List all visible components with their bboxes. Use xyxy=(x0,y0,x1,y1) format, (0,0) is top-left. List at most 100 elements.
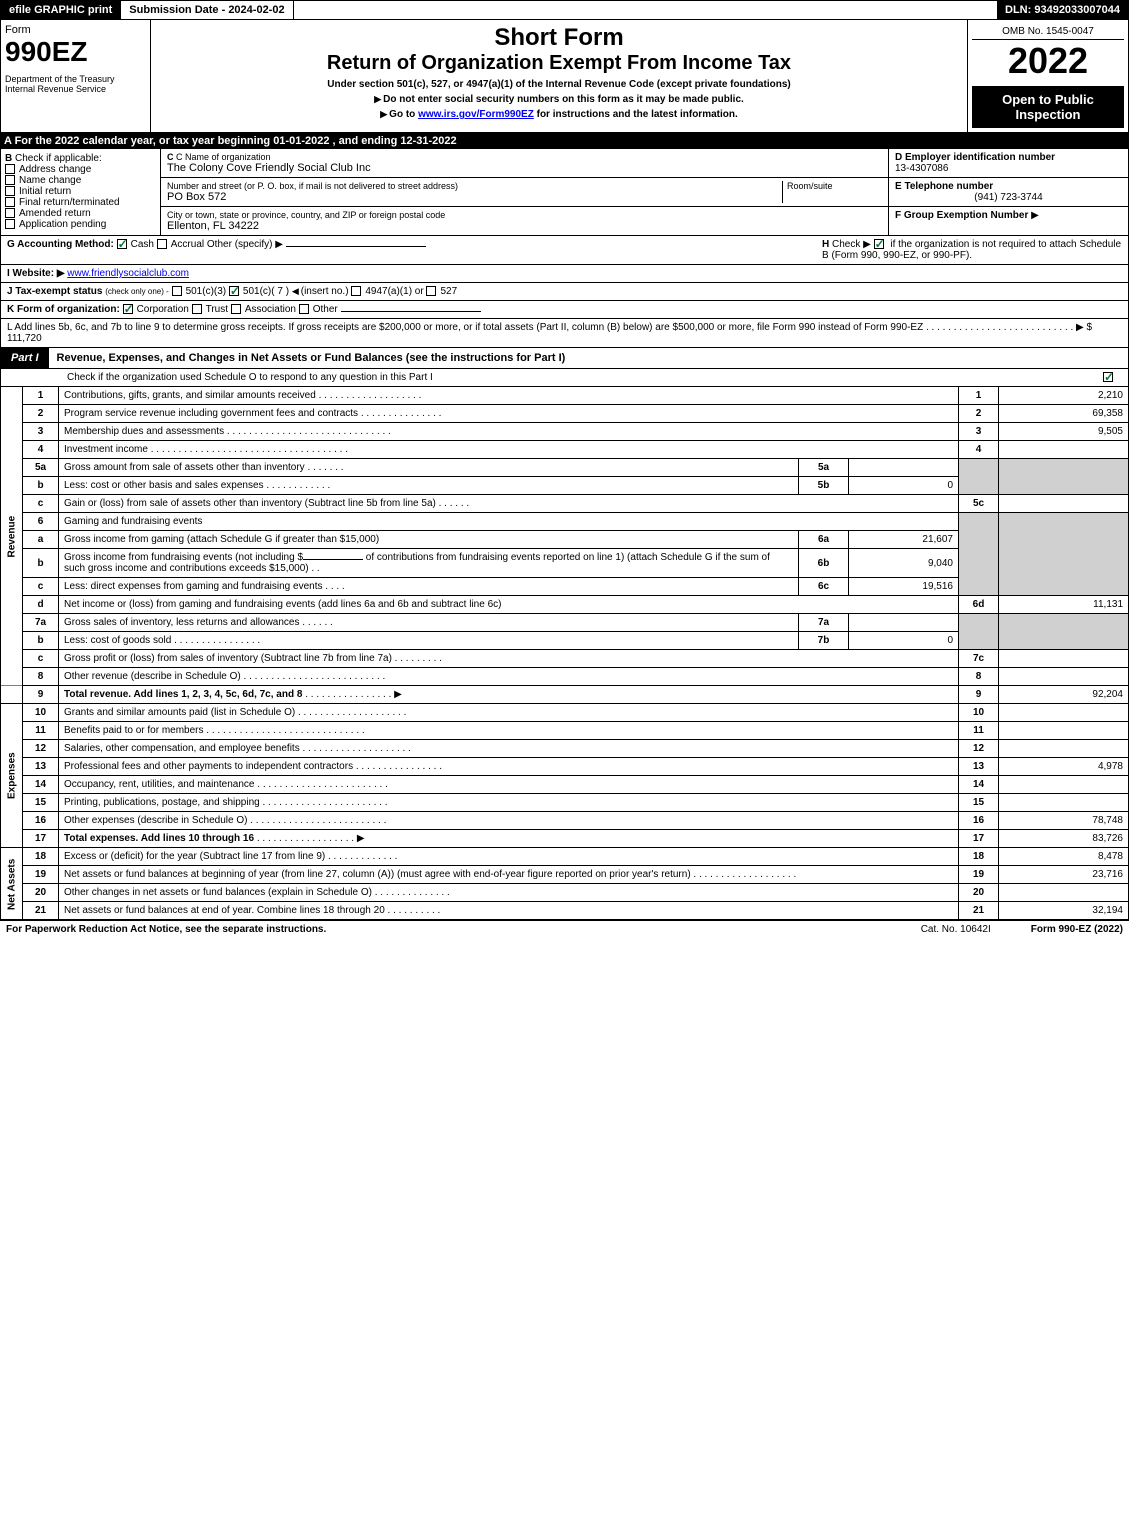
line-12-desc: Salaries, other compensation, and employ… xyxy=(64,743,300,754)
line-6b-subval: 9,040 xyxy=(849,549,959,578)
part1-check-text: Check if the organization used Schedule … xyxy=(7,372,1098,383)
footer-center: Cat. No. 10642I xyxy=(921,924,991,935)
footer-right-post: (2022) xyxy=(1091,924,1123,935)
checkbox-name-change[interactable] xyxy=(5,175,15,185)
efile-label[interactable]: efile GRAPHIC print xyxy=(1,1,121,19)
line-3-desc: Membership dues and assessments xyxy=(64,426,224,437)
line-6b-blank[interactable] xyxy=(303,559,363,560)
h-pre: Check ▶ xyxy=(832,239,874,250)
j-hint: (check only one) - xyxy=(105,287,169,296)
line-8-val xyxy=(999,668,1129,686)
line-20-desc: Other changes in net assets or fund bala… xyxy=(64,887,372,898)
line-1-box: 1 xyxy=(959,387,999,405)
line-16-val: 78,748 xyxy=(999,812,1129,830)
line-6a-desc: Gross income from gaming (attach Schedul… xyxy=(64,534,379,545)
row-j: J Tax-exempt status (check only one) - 5… xyxy=(0,283,1129,301)
checkbox-4947[interactable] xyxy=(351,286,361,296)
line-10-desc: Grants and similar amounts paid (list in… xyxy=(64,707,295,718)
other-org-input[interactable] xyxy=(341,311,481,312)
checkbox-501c3[interactable] xyxy=(172,286,182,296)
line-1-no: 1 xyxy=(23,387,59,405)
line-15-val xyxy=(999,794,1129,812)
under-section: Under section 501(c), 527, or 4947(a)(1)… xyxy=(155,79,963,90)
row-l: L Add lines 5b, 6c, and 7b to line 9 to … xyxy=(0,319,1129,348)
website-link[interactable]: www.friendlysocialclub.com xyxy=(67,268,189,279)
line-18-desc: Excess or (deficit) for the year (Subtra… xyxy=(64,851,325,862)
row-k: K Form of organization: Corporation Trus… xyxy=(0,301,1129,319)
arrow-icon xyxy=(380,109,389,120)
room-label: Room/suite xyxy=(782,181,882,203)
checkbox-accrual[interactable] xyxy=(157,239,167,249)
checkbox-address-change[interactable] xyxy=(5,164,15,174)
footer-form: 990-EZ xyxy=(1059,924,1092,935)
line-15-desc: Printing, publications, postage, and shi… xyxy=(64,797,260,808)
netassets-side: Net Assets xyxy=(1,848,23,920)
col-b: B Check if applicable: Address change Na… xyxy=(1,149,161,235)
arrow-icon xyxy=(374,94,383,105)
checkbox-amended[interactable] xyxy=(5,208,15,218)
line-11-desc: Benefits paid to or for members xyxy=(64,725,204,736)
line-8-desc: Other revenue (describe in Schedule O) xyxy=(64,671,241,682)
line-17-desc: Total expenses. Add lines 10 through 16 xyxy=(64,833,254,844)
return-title: Return of Organization Exempt From Incom… xyxy=(155,52,963,75)
dept-treasury: Department of the Treasury xyxy=(5,74,146,84)
name-label: C C Name of organization xyxy=(167,152,882,162)
col-d: D Employer identification number 13-4307… xyxy=(888,149,1128,235)
open-public-badge: Open to Public Inspection xyxy=(972,86,1124,128)
info-grid: B Check if applicable: Address change Na… xyxy=(0,149,1129,236)
form-word: Form xyxy=(5,24,146,36)
part1-title: Revenue, Expenses, and Changes in Net As… xyxy=(49,348,1128,368)
line-6d-desc: Net income or (loss) from gaming and fun… xyxy=(64,599,501,610)
checkbox-corp[interactable] xyxy=(123,304,133,314)
arrow-left-icon xyxy=(292,286,301,297)
col-c: C C Name of organization The Colony Cove… xyxy=(161,149,888,235)
checkbox-cash[interactable] xyxy=(117,239,127,249)
line-21-val: 32,194 xyxy=(999,902,1129,920)
checkbox-pending[interactable] xyxy=(5,219,15,229)
revenue-side: Revenue xyxy=(1,387,23,686)
line-6c-desc: Less: direct expenses from gaming and fu… xyxy=(64,581,322,592)
line-6b-desc-pre: Gross income from fundraising events (no… xyxy=(64,552,303,563)
org-name: The Colony Cove Friendly Social Club Inc xyxy=(167,162,882,174)
part1-header: Part I Revenue, Expenses, and Changes in… xyxy=(0,348,1129,369)
grp-label: F Group Exemption Number xyxy=(895,210,1028,221)
checkbox-final-return[interactable] xyxy=(5,197,15,207)
checkbox-trust[interactable] xyxy=(192,304,202,314)
telephone: (941) 723-3744 xyxy=(895,192,1122,203)
grp-arrow: ▶ xyxy=(1031,210,1039,221)
footer-right-pre: Form xyxy=(1031,924,1059,935)
checkbox-527[interactable] xyxy=(426,286,436,296)
l-text: L Add lines 5b, 6c, and 7b to line 9 to … xyxy=(7,322,923,333)
line-5c-desc: Gain or (loss) from sale of assets other… xyxy=(64,498,436,509)
submission-date: Submission Date - 2024-02-02 xyxy=(121,1,293,19)
line-13-desc: Professional fees and other payments to … xyxy=(64,761,353,772)
line-6c-subval: 19,516 xyxy=(849,578,959,596)
irs-link[interactable]: www.irs.gov/Form990EZ xyxy=(418,109,534,120)
city: Ellenton, FL 34222 xyxy=(167,220,882,232)
omb-number: OMB No. 1545-0047 xyxy=(972,24,1124,40)
line-5a-desc: Gross amount from sale of assets other t… xyxy=(64,462,305,473)
part1-tab: Part I xyxy=(1,348,49,368)
other-specify-input[interactable] xyxy=(286,246,426,247)
line-12-val xyxy=(999,740,1129,758)
line-5c-val xyxy=(999,495,1129,513)
line-14-desc: Occupancy, rent, utilities, and maintena… xyxy=(64,779,254,790)
form-number: 990EZ xyxy=(5,36,146,68)
line-9-desc: Total revenue. Add lines 1, 2, 3, 4, 5c,… xyxy=(64,689,302,700)
checkbox-initial-return[interactable] xyxy=(5,186,15,196)
line-5a-subval xyxy=(849,459,959,477)
line-5b-subval: 0 xyxy=(849,477,959,495)
line-6d-val: 11,131 xyxy=(999,596,1129,614)
checkbox-sched-o[interactable] xyxy=(1103,372,1113,382)
checkbox-assoc[interactable] xyxy=(231,304,241,314)
section-a-bar: A For the 2022 calendar year, or tax yea… xyxy=(0,133,1129,149)
j-label: J Tax-exempt status xyxy=(7,286,102,297)
dln: DLN: 93492033007044 xyxy=(997,1,1128,19)
tel-label: E Telephone number xyxy=(895,181,1122,192)
line-6a-subval: 21,607 xyxy=(849,531,959,549)
row-g-h: G Accounting Method: Cash Accrual Other … xyxy=(0,236,1129,265)
checkbox-sched-b[interactable] xyxy=(874,239,884,249)
checkbox-501c[interactable] xyxy=(229,286,239,296)
checkbox-other-org[interactable] xyxy=(299,304,309,314)
footer-left: For Paperwork Reduction Act Notice, see … xyxy=(6,924,326,935)
